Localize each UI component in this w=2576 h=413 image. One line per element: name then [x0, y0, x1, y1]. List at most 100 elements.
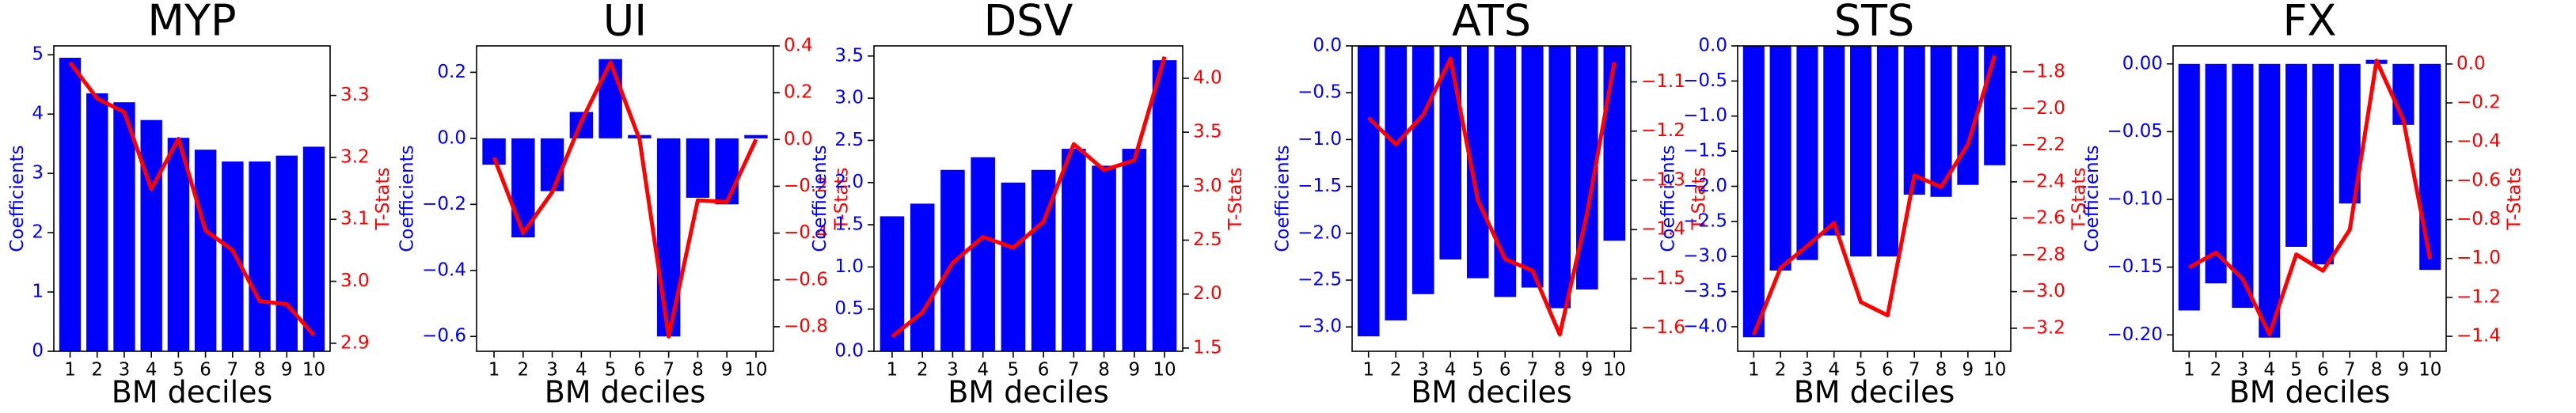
y-tick-label: 1	[32, 282, 44, 302]
y2-tick-label: −1.4	[1641, 219, 1685, 240]
y-tick-label: 0.2	[437, 62, 466, 82]
y-tick-label: 0	[32, 341, 44, 362]
x-axis-label: BM deciles	[545, 375, 706, 410]
bar	[113, 102, 135, 351]
bar	[2205, 63, 2227, 284]
line	[492, 60, 758, 339]
y-tick-label: −2.5	[1683, 210, 1727, 231]
plot-area	[59, 57, 325, 351]
y2-tick-label: −0.4	[2456, 131, 2501, 152]
x-tick-label: 4	[2263, 360, 2275, 381]
plot-area	[482, 59, 768, 339]
bar	[1823, 46, 1845, 236]
bar	[2419, 63, 2441, 271]
line	[1751, 55, 1997, 336]
x-axis-label: BM deciles	[1411, 375, 1572, 410]
bar	[1548, 46, 1571, 309]
axes-frame	[1351, 45, 1632, 352]
y-tick-label: −0.5	[1683, 70, 1727, 91]
bar	[1796, 46, 1818, 260]
bar	[1357, 46, 1380, 337]
y-tick-label: −0.5	[1297, 82, 1342, 103]
y-tick-label: 0.0	[1313, 36, 1342, 56]
y2-axis-label: T-Stats	[1225, 168, 1246, 231]
y2-tick-label: −1.8	[2021, 62, 2065, 82]
x-tick-label: 7	[1526, 360, 1538, 381]
x-tick-label: 7	[2344, 360, 2356, 381]
y-tick-label: −0.10	[2107, 189, 2163, 210]
y-tick-label: −1.5	[1683, 141, 1727, 161]
y-tick-label: −1.5	[1297, 176, 1342, 196]
bar	[1411, 46, 1434, 294]
bar	[715, 138, 739, 205]
axes-frame	[53, 45, 331, 352]
y2-tick-label: 4.0	[1193, 67, 1222, 88]
x-tick-label: 3	[546, 360, 558, 381]
y-tick-label: −0.6	[422, 326, 466, 347]
y-tick-label: −2.5	[1297, 270, 1342, 290]
y2-tick-label: −2.8	[2021, 244, 2065, 265]
x-tick-label: 8	[1098, 360, 1110, 381]
y-axis-label: Coefficients	[1658, 145, 1679, 252]
x-tick-label: 4	[1828, 360, 1840, 381]
bar	[1062, 149, 1086, 351]
y2-tick-label: −1.5	[1641, 268, 1685, 289]
subplot: 1 2 3 4 5 6 7 8 9 10 −4.0 −3.5 −3.0 −2.5 −2.0 −1.5 −1.0 −…	[1658, 0, 2090, 410]
y2-tick-label: 0.2	[784, 82, 813, 103]
y-tick-label: 0.0	[1698, 36, 1727, 56]
chart-title: MYP	[147, 0, 236, 46]
x-tick-label: 8	[1554, 360, 1566, 381]
bar	[2259, 63, 2281, 338]
chart-title: UI	[603, 0, 647, 46]
bar	[249, 161, 271, 351]
bar	[1521, 46, 1544, 288]
y-tick-label: 1.5	[834, 214, 864, 235]
y-axis-label: Coefficients	[7, 145, 28, 252]
x-tick-label: 5	[1855, 360, 1867, 381]
x-tick-label: 10	[2418, 360, 2441, 381]
plot-area	[880, 55, 1177, 351]
axes-frame	[2172, 45, 2447, 352]
x-tick-label: 7	[1068, 360, 1080, 381]
x-tick-label: 10	[1603, 360, 1626, 381]
y2-tick-label: 0.4	[784, 36, 813, 56]
y2-axis-label: T-Stats	[373, 168, 393, 231]
y2-tick-label: −1.2	[2456, 286, 2501, 307]
bar	[910, 203, 935, 351]
x-tick-label: 10	[1153, 360, 1176, 381]
chart-title: DSV	[984, 0, 1073, 46]
x-tick-label: 5	[1472, 360, 1484, 381]
y2-tick-label: −2.2	[2021, 135, 2065, 155]
x-tick-label: 6	[1038, 360, 1050, 381]
bar	[1930, 46, 1952, 197]
x-tick-label: 1	[1748, 360, 1760, 381]
y2-axis-label: T-Stats	[831, 168, 852, 231]
y2-tick-label: 2.5	[1193, 229, 1222, 250]
x-tick-label: 4	[1445, 360, 1457, 381]
y2-tick-label: 3.2	[340, 146, 370, 167]
y2-tick-label: −3.2	[2021, 317, 2065, 338]
y-axis-label: Coefficients	[1273, 145, 1294, 252]
x-tick-label: 1	[488, 360, 500, 381]
subplot: 1 2 3 4 5 6 7 8 9 10 −3.0 −2.5 −2.0 −1.5 −1.0 −0.5 0.0 −1…	[1273, 0, 1710, 410]
x-tick-label: 9	[281, 360, 293, 381]
y-tick-label: −0.20	[2107, 324, 2163, 345]
bar	[1152, 60, 1177, 351]
bar	[2232, 63, 2254, 309]
y-tick-label: 3.5	[834, 45, 864, 66]
y2-tick-label: −0.6	[2456, 170, 2501, 191]
bar	[1603, 46, 1626, 241]
y-axis-label: Coefficients	[810, 145, 830, 252]
line	[2188, 59, 2433, 337]
y2-axis-label: T-Stats	[2069, 168, 2089, 231]
subplot: 1 2 3 4 5 6 7 8 9 10 0.0 0.5 1.0 1.5 2.0 2.5 3.0 3.5 1.5 2.…	[810, 0, 1246, 410]
x-tick-label: 6	[634, 360, 646, 381]
chart-title: STS	[1834, 0, 1915, 46]
y2-tick-label: 3.3	[340, 85, 370, 105]
y2-tick-label: 3.1	[340, 209, 370, 229]
x-tick-label: 7	[663, 360, 674, 381]
y-tick-label: −2.0	[1683, 176, 1727, 196]
x-tick-label: 10	[744, 360, 767, 381]
x-tick-label: 2	[518, 360, 530, 381]
subplot: 1 2 3 4 5 6 7 8 9 10 −0.6 −0.4 −0.2 0.0 0.2 −0.8 −0.6 −0.…	[397, 0, 853, 410]
